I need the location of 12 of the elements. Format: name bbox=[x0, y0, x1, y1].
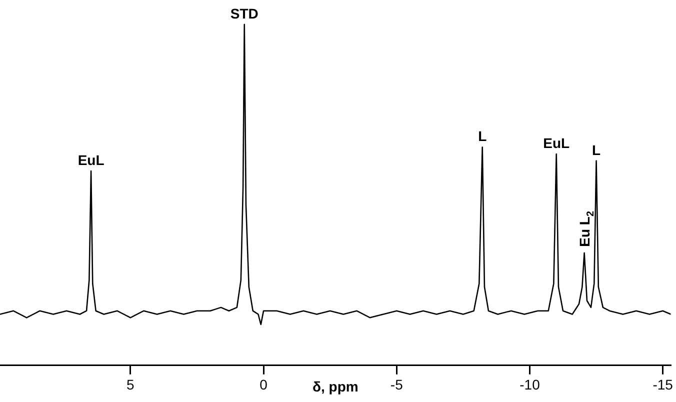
x-tick-label: -5 bbox=[390, 376, 404, 393]
annotation: L bbox=[592, 142, 602, 158]
x-axis-title: δ, ppm bbox=[312, 378, 358, 394]
x-tick-label: 5 bbox=[126, 376, 135, 393]
x-tick-label: 0 bbox=[260, 376, 268, 393]
annotation: L bbox=[478, 128, 488, 144]
x-tick-label: -15 bbox=[652, 376, 674, 393]
annotation: Eu L2 bbox=[576, 210, 596, 247]
x-tick-label: -10 bbox=[520, 376, 540, 393]
annotation: EuL bbox=[78, 152, 105, 168]
annotation: EuL bbox=[543, 135, 570, 152]
annotation: STD bbox=[230, 5, 258, 22]
